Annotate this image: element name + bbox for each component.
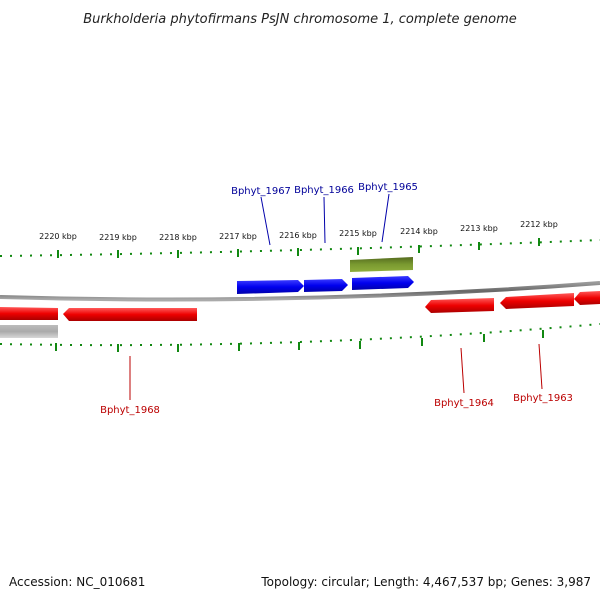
scale-label: 2217 kbp [219,232,257,241]
label-bphyt-1967[interactable]: Bphyt_1967 [231,186,291,197]
chromosome-backbone [0,281,600,302]
label-bphyt-1963[interactable]: Bphyt_1963 [513,393,573,404]
forward-genes [237,257,414,294]
scale-labels: 2220 kbp 2219 kbp 2218 kbp 2217 kbp 2216… [39,220,558,242]
scale-label: 2215 kbp [339,229,377,238]
gene-labels: Bphyt_1967 Bphyt_1966 Bphyt_1965 Bphyt_1… [100,182,573,416]
scale-label: 2220 kbp [39,232,77,241]
leader-line-bphyt-1965 [381,193,390,243]
label-bphyt-1964[interactable]: Bphyt_1964 [434,398,494,409]
reverse-genes [0,291,600,338]
genome-summary-text: Topology: circular; Length: 4,467,537 bp… [260,575,591,589]
leader-line-bphyt-1967 [260,196,271,246]
gene-bphyt-1965-rna[interactable] [350,257,413,272]
gene-bphyt-1964[interactable] [425,298,494,313]
gene-bphyt-1968[interactable] [63,308,197,321]
leader-line-bphyt-1964 [460,347,465,394]
leader-line-bphyt-1963 [538,343,543,390]
gene-bphyt-1965[interactable] [352,276,414,290]
scale-label: 2219 kbp [99,233,137,242]
scale-label: 2216 kbp [279,231,317,240]
scale-label: 2213 kbp [460,224,498,233]
lower-scale-dots [0,323,600,347]
map-title: Burkholderia phytofirmans PsJN chromosom… [83,12,517,27]
label-bphyt-1968[interactable]: Bphyt_1968 [100,405,160,416]
scale-label: 2214 kbp [400,227,438,236]
label-bphyt-1966[interactable]: Bphyt_1966 [294,185,354,196]
accession-text: Accession: NC_010681 [9,575,145,589]
upper-scale-dots [0,239,600,257]
gene-bphyt-1963[interactable] [500,293,574,309]
upper-scale [0,238,600,258]
gene-bphyt-1967[interactable] [237,280,304,294]
leader-lines [129,193,543,400]
scale-label: 2218 kbp [159,233,197,242]
leader-line-bphyt-1966 [323,196,326,244]
gene-right-edge[interactable] [574,291,600,305]
scale-label: 2212 kbp [520,220,558,229]
gene-left-edge[interactable] [0,307,58,320]
pseudogene[interactable] [0,325,58,338]
label-bphyt-1965[interactable]: Bphyt_1965 [358,182,418,193]
lower-scale [0,323,600,352]
gene-bphyt-1966[interactable] [304,279,348,292]
